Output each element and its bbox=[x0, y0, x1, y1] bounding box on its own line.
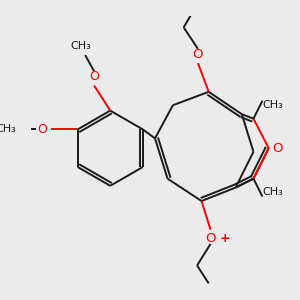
Text: CH₃: CH₃ bbox=[0, 124, 16, 134]
Text: O: O bbox=[272, 142, 283, 155]
Text: O: O bbox=[89, 70, 99, 83]
Text: O: O bbox=[193, 48, 203, 61]
Text: CH₃: CH₃ bbox=[263, 100, 284, 110]
Text: +: + bbox=[220, 232, 230, 245]
Text: CH₃: CH₃ bbox=[263, 187, 284, 197]
Text: CH₃: CH₃ bbox=[70, 41, 91, 51]
Text: O: O bbox=[205, 232, 216, 245]
Text: O: O bbox=[37, 123, 47, 136]
